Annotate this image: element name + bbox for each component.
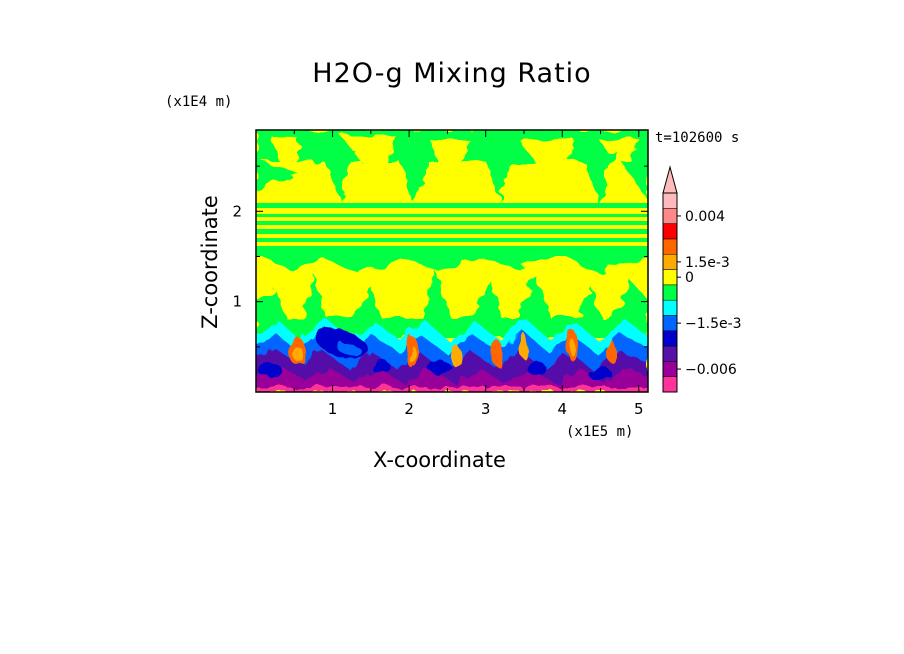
y-tick-label: 1 (232, 293, 242, 311)
colorbar-swatch (662, 345, 678, 362)
y-tick-label: 2 (232, 202, 242, 220)
colorbar: 0.004 1.5e-30 −1.5e-3 −0.006 (662, 165, 742, 393)
green-upper-regions (256, 130, 648, 205)
x-tick-label: 4 (557, 400, 567, 418)
colorbar-label: −0.006 (685, 362, 737, 378)
colorbar-swatch (662, 330, 678, 347)
colorbar-swatch (662, 208, 678, 224)
time-label: t=102600 s (655, 130, 740, 146)
colorbar-label: 1.5e-3 (685, 255, 730, 271)
colorbar-frame (662, 192, 678, 393)
x-tick-label: 2 (404, 400, 414, 418)
colorbar-swatch (662, 253, 678, 270)
x-tick-label: 5 (634, 400, 644, 418)
colorbar-label: 0.004 (685, 209, 725, 225)
x-tick-label: 3 (481, 400, 491, 418)
colorbar-swatch (662, 284, 678, 301)
colorbar-swatch (662, 315, 678, 332)
colorbar-swatch (662, 223, 678, 240)
x-axis-ticks: 1 2 3 4 5 (293, 130, 644, 418)
colorbar-swatch (662, 299, 678, 316)
colorbar-label: −1.5e-3 (685, 316, 742, 332)
convective-plumes (258, 328, 617, 380)
green-lower-regions (256, 250, 648, 338)
y-axis-ticks: 12 (232, 165, 648, 348)
x-unit-label: (x1E5 m) (566, 424, 634, 440)
colorbar-swatch (662, 238, 678, 255)
colorbar-arrow (662, 165, 678, 194)
colorbar-swatch (662, 361, 678, 377)
y-unit-label: (x1E4 m) (165, 94, 233, 110)
colorbar-label: 0 (685, 270, 694, 286)
contour-field (256, 130, 648, 392)
plot-frame (255, 129, 649, 393)
colorbar-swatch (662, 269, 678, 286)
colorbar-swatch (662, 376, 678, 393)
chart-title: H2O-g Mixing Ratio (312, 58, 592, 89)
x-tick-label: 1 (328, 400, 338, 418)
colorbar-swatch (662, 192, 678, 209)
